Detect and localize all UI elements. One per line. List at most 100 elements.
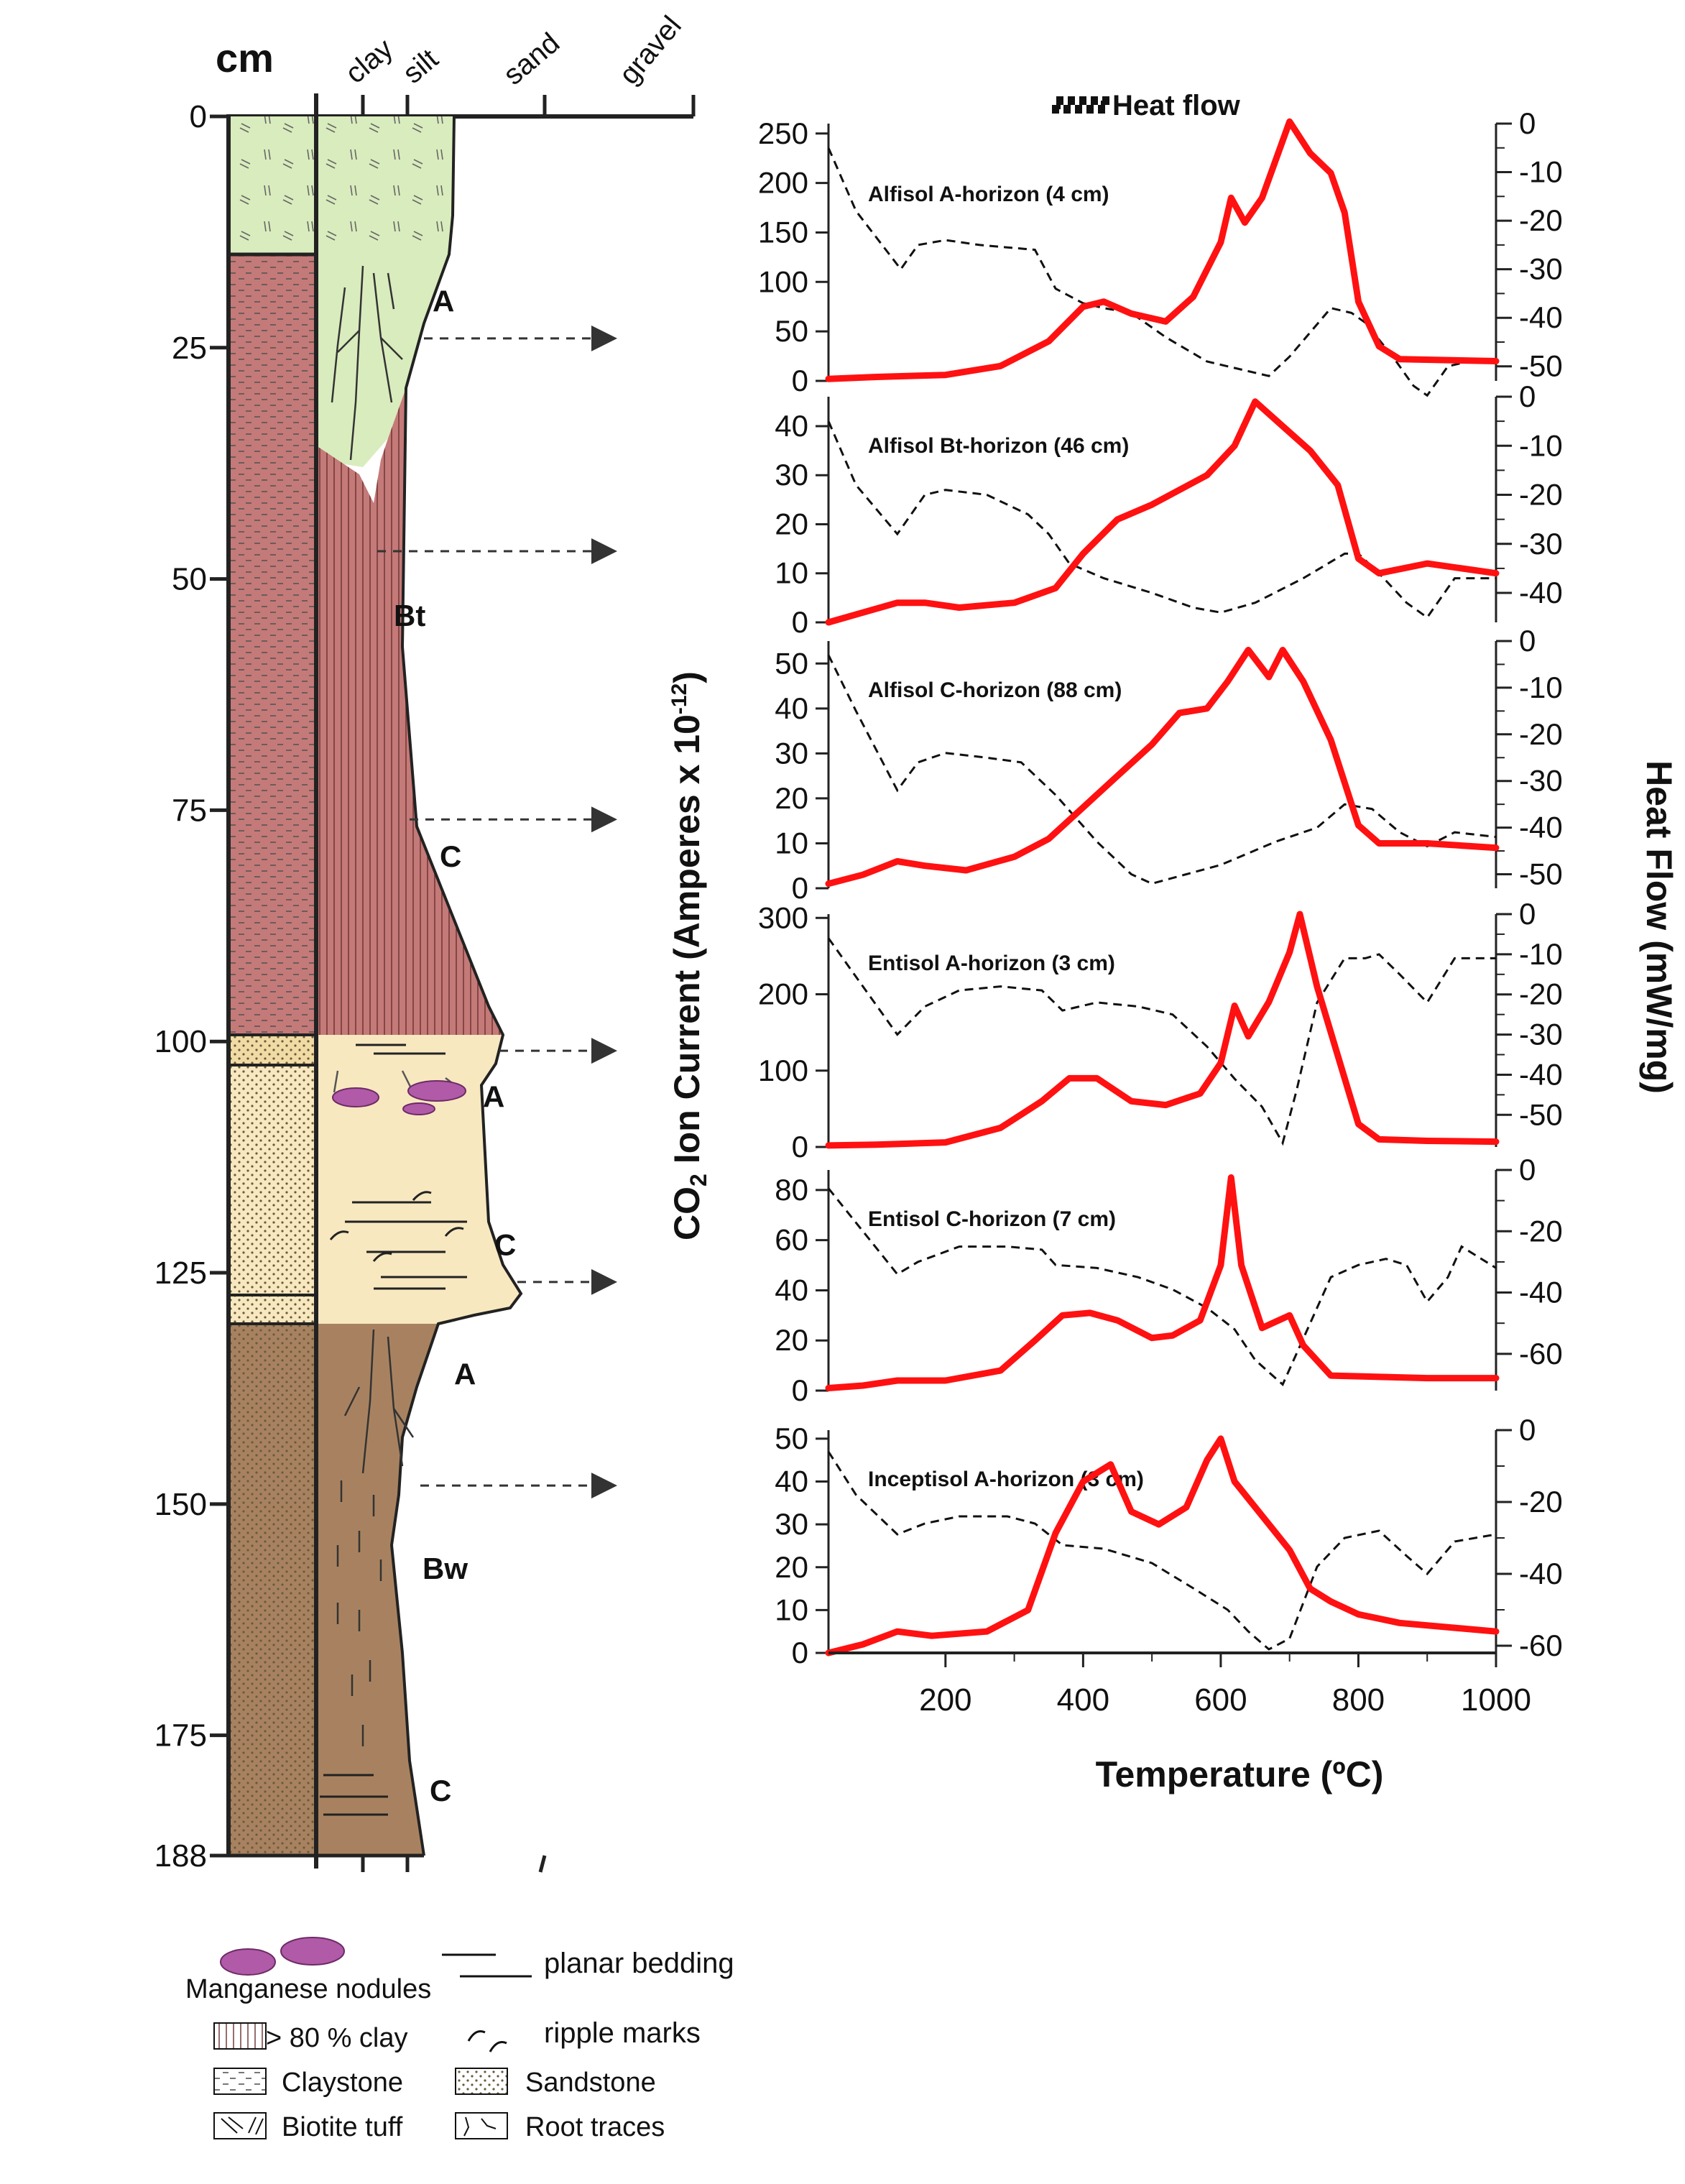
left-tick-label: 30 bbox=[775, 736, 808, 770]
panel-title: Alfisol C-horizon (88 cm) bbox=[868, 678, 1122, 702]
legend-planar: planar bedding bbox=[544, 1948, 734, 1979]
x-tick-label: 800 bbox=[1332, 1682, 1385, 1718]
depth-tick-label: 25 bbox=[172, 331, 207, 366]
stratigraphic-column: cm clay silt sand gravel bbox=[154, 10, 696, 1874]
clay80-legend-swatch bbox=[213, 2022, 267, 2050]
lith-tuff-pattern bbox=[228, 116, 316, 254]
x-tick-label: 600 bbox=[1194, 1682, 1247, 1718]
sandstone-legend-swatch bbox=[455, 2068, 508, 2095]
chart-panel: 0 100 200 300 0 -10 -20 -30 -40 -50 Entisol A-hori… bbox=[758, 897, 1563, 1164]
left-tick-label: 80 bbox=[775, 1173, 808, 1207]
claystone-legend-swatch bbox=[213, 2068, 267, 2095]
chart-panel: 0 10 20 30 40 0 -10 -20 -30 -40 Alfisol Bt-horizon… bbox=[775, 379, 1562, 639]
horizon-label: A bbox=[483, 1079, 504, 1113]
heat-flow-series bbox=[827, 654, 1497, 885]
chart-panel: 0 10 20 30 40 50 0 -10 -20 -30 -40 -50 Alfisol C-hor… bbox=[775, 624, 1562, 905]
manganese-nodule bbox=[402, 1102, 435, 1115]
left-tick-label: 30 bbox=[775, 1507, 808, 1541]
lith-brown-pattern bbox=[228, 1324, 316, 1856]
profile-tuff-pattern bbox=[316, 116, 454, 254]
heat-flow-series bbox=[827, 937, 1496, 1146]
co2-series bbox=[825, 1435, 1500, 1657]
co2-series bbox=[825, 118, 1500, 382]
horizon-label: A bbox=[454, 1358, 476, 1391]
left-tick-label: 60 bbox=[775, 1223, 808, 1257]
left-axis-title-sub: 2 bbox=[685, 1174, 711, 1187]
right-tick-label: -20 bbox=[1519, 478, 1563, 512]
left-tick-label: 20 bbox=[775, 507, 808, 540]
left-tick-label: 100 bbox=[758, 264, 808, 298]
horizon-label: C bbox=[494, 1227, 516, 1261]
manganese-nodule bbox=[332, 1087, 379, 1107]
left-tick-label: 50 bbox=[775, 646, 808, 680]
right-tick-label: 0 bbox=[1519, 897, 1536, 931]
right-tick-label: -50 bbox=[1519, 857, 1563, 891]
horizon-label: Bt bbox=[394, 599, 425, 632]
left-tick-label: 40 bbox=[775, 691, 808, 725]
depth-unit-label: cm bbox=[216, 35, 274, 80]
horizon-label: A bbox=[433, 284, 454, 318]
left-tick-label: 10 bbox=[775, 556, 808, 590]
grain-tick-bottom bbox=[538, 1855, 547, 1873]
right-tick-label: -40 bbox=[1519, 1057, 1563, 1091]
left-tick-label: 0 bbox=[792, 1130, 808, 1164]
right-tick-label: -40 bbox=[1519, 300, 1563, 334]
left-tick-label: 0 bbox=[792, 605, 808, 639]
depth-tick-label: 125 bbox=[154, 1255, 207, 1291]
right-tick-label: -50 bbox=[1519, 349, 1563, 383]
right-tick-label: -20 bbox=[1519, 717, 1563, 751]
right-tick-label: -10 bbox=[1519, 937, 1563, 971]
left-tick-label: 0 bbox=[792, 871, 808, 905]
panel-title: Alfisol A-horizon (4 cm) bbox=[868, 183, 1109, 206]
grain-label-silt: silt bbox=[397, 43, 445, 90]
profile-brown bbox=[316, 1324, 438, 1856]
legend-sandstone: Sandstone bbox=[525, 2068, 656, 2098]
left-tick-label: 200 bbox=[758, 166, 808, 200]
left-tick-label: 300 bbox=[758, 900, 808, 934]
depth-tick-label: 150 bbox=[154, 1487, 207, 1522]
right-tick-label: -10 bbox=[1519, 428, 1563, 462]
right-tick-label: -40 bbox=[1519, 811, 1563, 844]
left-tick-label: 0 bbox=[792, 1636, 808, 1669]
tuff-legend-marks bbox=[221, 2116, 264, 2135]
left-tick-label: 200 bbox=[758, 977, 808, 1011]
right-tick-label: 0 bbox=[1519, 1153, 1536, 1187]
depth-tick-label: 188 bbox=[154, 1838, 207, 1874]
ripple-legend-swatch bbox=[467, 2030, 507, 2052]
left-tick-label: 150 bbox=[758, 215, 808, 249]
right-tick-label: -20 bbox=[1519, 203, 1563, 237]
co2-series bbox=[825, 1174, 1500, 1391]
heat-flow-legend-label: Heat flow bbox=[1112, 90, 1241, 121]
left-tick-label: 30 bbox=[775, 458, 808, 492]
sample-arrows bbox=[377, 325, 617, 1499]
left-axis-title: CO2 Ion Current (Amperes x 10-12) bbox=[667, 671, 711, 1240]
right-tick-label: -60 bbox=[1519, 1337, 1563, 1370]
right-tick-label: 0 bbox=[1519, 624, 1536, 658]
left-tick-label: 20 bbox=[775, 1323, 808, 1357]
ripple-marks bbox=[329, 1191, 464, 1262]
x-tick-label: 1000 bbox=[1461, 1682, 1531, 1718]
co2-series bbox=[825, 398, 1500, 626]
right-tick-label: -40 bbox=[1519, 1557, 1563, 1590]
right-tick-label: -30 bbox=[1519, 252, 1563, 286]
x-axis-title: Temperature (ºC) bbox=[1096, 1754, 1384, 1794]
left-tick-label: 50 bbox=[775, 1422, 808, 1455]
grain-label-gravel: gravel bbox=[613, 10, 688, 91]
depth-tick-label: 75 bbox=[172, 793, 207, 828]
chart-panel: 0 50 100 150 200 250 0 -10 -20 -30 -40 -50 Alfisol A… bbox=[758, 106, 1563, 397]
left-axis-title-mid: Ion Current (Amperes x 10 bbox=[667, 714, 707, 1174]
legend: Manganese nodules planar bedding ripple … bbox=[185, 1937, 734, 2142]
left-tick-label: 0 bbox=[792, 364, 808, 397]
right-axis-title: Heat Flow (mW/mg) bbox=[1639, 760, 1679, 1094]
depth-tick-label: 50 bbox=[172, 562, 207, 597]
right-tick-label: 0 bbox=[1519, 1413, 1536, 1447]
right-tick-label: -10 bbox=[1519, 671, 1563, 704]
planar-bedding bbox=[320, 1043, 467, 1816]
x-tick-label: 400 bbox=[1057, 1682, 1109, 1718]
depth-tick-label: 175 bbox=[154, 1718, 207, 1754]
left-tick-label: 20 bbox=[775, 1550, 808, 1584]
root-traces-lower bbox=[343, 1329, 415, 1474]
legend-clay80: > 80 % clay bbox=[266, 2023, 408, 2053]
